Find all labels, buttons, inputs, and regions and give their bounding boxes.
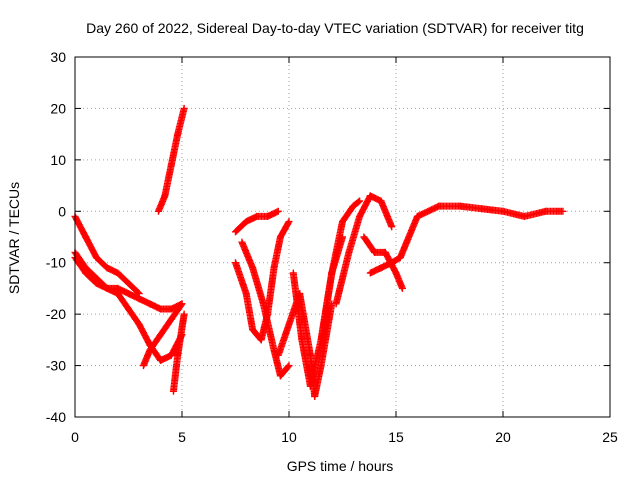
grid xyxy=(75,57,610,417)
y-tick-label: -40 xyxy=(46,409,66,425)
plot-frame xyxy=(74,56,611,418)
data-point xyxy=(180,310,188,318)
series-track-c xyxy=(71,254,186,313)
y-tick-label: -10 xyxy=(46,255,66,271)
series-track-a xyxy=(71,212,143,298)
series-track-e xyxy=(154,104,188,215)
data-point xyxy=(178,300,186,308)
data-point xyxy=(284,363,292,371)
series-track-f xyxy=(169,310,188,395)
x-tick-label: 5 xyxy=(178,429,186,445)
y-tick-label: -30 xyxy=(46,358,66,374)
axis-tick-labels: 0 5 10 15 20 25 -40 -30 -20 -10 0 10 20 30 xyxy=(46,49,618,445)
y-tick-label: 20 xyxy=(50,100,66,116)
data-point xyxy=(177,301,185,309)
series-track-o xyxy=(366,202,567,277)
x-axis-label: GPS time / hours xyxy=(287,458,394,474)
chart-title: Day 260 of 2022, Sidereal Day-to-day VTE… xyxy=(86,20,584,36)
y-tick-label: 0 xyxy=(58,203,66,219)
data-point xyxy=(559,207,567,215)
series-track-d xyxy=(139,300,186,370)
y-tick-label: 10 xyxy=(50,152,66,168)
data-point xyxy=(355,198,363,206)
data-series xyxy=(71,104,567,400)
data-point xyxy=(284,219,292,227)
data-point xyxy=(398,284,406,292)
x-tick-label: 20 xyxy=(495,429,511,445)
x-tick-label: 10 xyxy=(281,429,297,445)
y-tick-label: 30 xyxy=(50,49,66,65)
data-point xyxy=(356,197,364,205)
y-axis-label: SDTVAR / TECUs xyxy=(6,182,22,294)
data-point xyxy=(274,207,282,215)
x-tick-label: 0 xyxy=(71,429,79,445)
series-track-m xyxy=(332,192,396,308)
data-point xyxy=(285,218,293,226)
x-tick-label: 25 xyxy=(602,429,618,445)
y-tick-label: -20 xyxy=(46,306,66,322)
series-track-l xyxy=(317,197,364,344)
data-point xyxy=(285,362,293,370)
data-point xyxy=(388,223,396,231)
x-tick-label: 15 xyxy=(388,429,404,445)
series-track-h xyxy=(232,218,293,344)
series-track-g xyxy=(232,207,282,236)
data-point xyxy=(180,104,188,112)
